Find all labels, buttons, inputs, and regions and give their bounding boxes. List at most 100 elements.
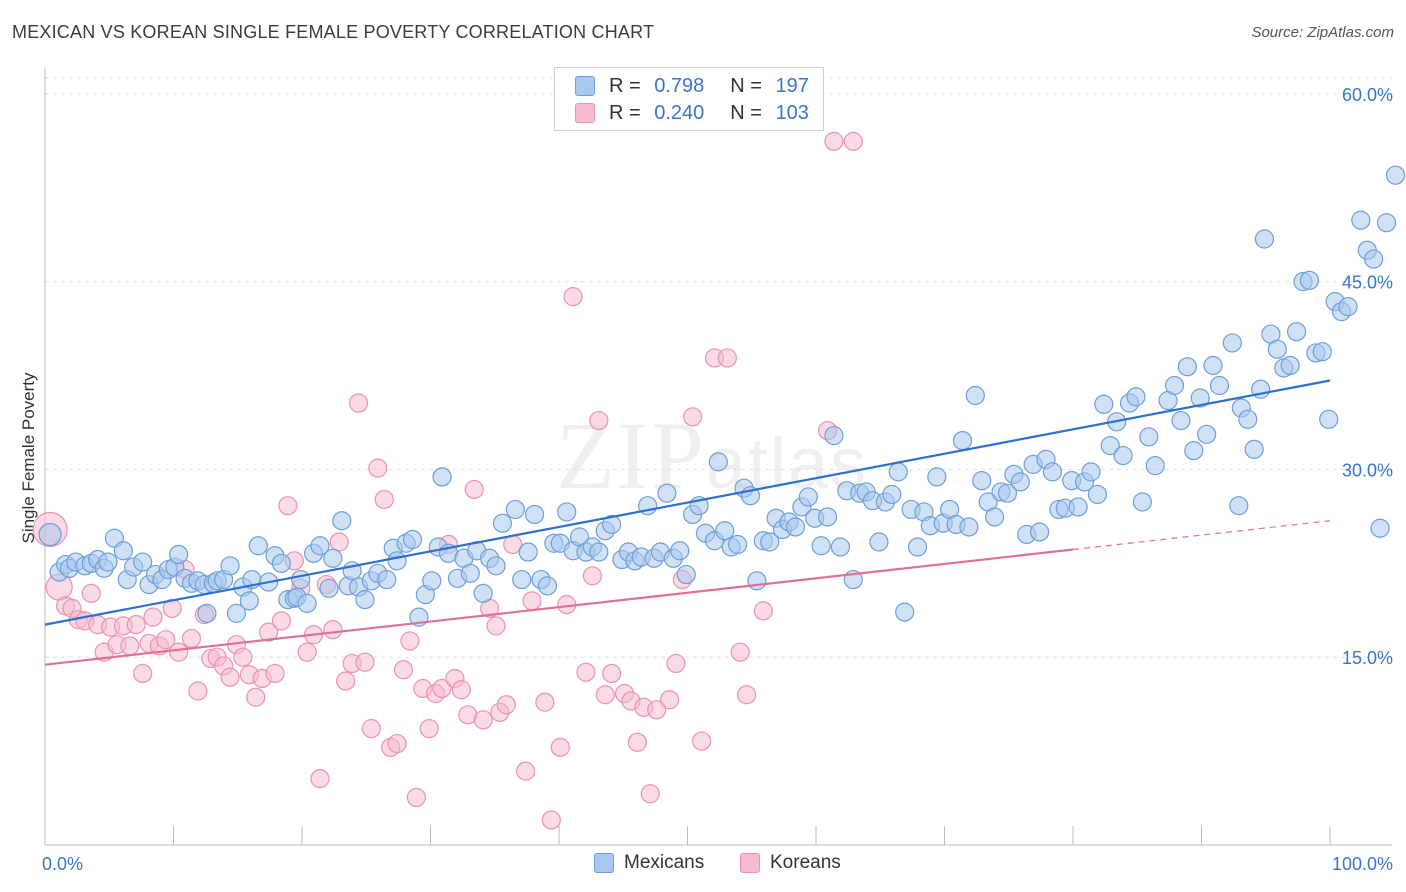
koreans-point (683, 407, 703, 427)
mexicans-point (518, 542, 538, 562)
mexicans-point (1042, 462, 1063, 482)
mexicans-point (1280, 355, 1300, 376)
y-tick-label: 15.0% (1342, 648, 1393, 668)
koreans-trend-line-extension (1072, 520, 1331, 551)
koreans-point (541, 810, 561, 830)
mexicans-point (319, 578, 339, 598)
mexicans-point (869, 532, 889, 552)
mexicans-point (1087, 484, 1108, 505)
series-legend-swatch-koreans (740, 853, 760, 873)
mexicans-point (1197, 424, 1217, 444)
koreans-trend-line (44, 548, 1074, 666)
mexicans-point (524, 504, 545, 525)
y-tick-label: 60.0% (1342, 85, 1393, 105)
series-legend: Mexicans Koreans (0, 852, 1406, 878)
legend-n-label-koreans: N = (730, 101, 768, 124)
legend-swatch-mexicans (575, 76, 595, 96)
mexicans-point (676, 564, 696, 585)
series-legend-label-koreans: Koreans (770, 852, 841, 873)
mexicans-point (492, 513, 513, 533)
koreans-point (355, 652, 375, 672)
mexicans-point (1177, 357, 1197, 377)
mexicans-point (1068, 497, 1088, 517)
koreans-point (310, 769, 330, 789)
mexicans-point (197, 603, 217, 623)
legend-n-value-mexicans: 197 (775, 74, 809, 97)
mexicans-point (1139, 427, 1159, 447)
mexicans-point (133, 552, 153, 572)
koreans-point (589, 410, 609, 431)
koreans-point (278, 496, 298, 516)
mexicans-point (220, 556, 240, 576)
legend-n-value-koreans: 103 (775, 101, 809, 124)
koreans-point (576, 662, 596, 682)
mexicans-point (512, 569, 532, 590)
mexicans-point (1029, 522, 1050, 542)
koreans-point (400, 631, 420, 651)
mexicans-point (323, 548, 343, 568)
mexicans-point (271, 553, 292, 573)
koreans-point (595, 685, 615, 705)
koreans-point (246, 687, 266, 707)
mexicans-point (1238, 409, 1258, 429)
mexicans-point (670, 541, 690, 561)
koreans-point (329, 532, 349, 552)
koreans-point (451, 680, 471, 700)
koreans-point (659, 690, 680, 710)
mexicans-point (1094, 394, 1114, 414)
koreans-point (374, 489, 394, 510)
koreans-point (297, 642, 317, 662)
mexicans-point (460, 563, 480, 583)
mexicans-point (997, 483, 1018, 503)
series-legend-label-mexicans: Mexicans (624, 852, 705, 873)
mexicans-point (310, 536, 330, 556)
mexicans-point (432, 467, 452, 487)
koreans-point (843, 131, 863, 151)
mexicans-point (1385, 165, 1406, 185)
mexicans-point (959, 517, 979, 537)
mexicans-point (332, 511, 352, 531)
mexicans-point (824, 425, 844, 446)
koreans-point (258, 622, 279, 642)
x-tick-label: 100.0% (1332, 854, 1393, 874)
x-tick-label: 0.0% (42, 854, 83, 874)
mexicans-point (708, 452, 728, 472)
koreans-point (143, 607, 163, 627)
koreans-point (133, 663, 153, 684)
mexicans-point (1229, 496, 1249, 516)
koreans-point (486, 616, 506, 636)
mexicans-point (895, 602, 915, 622)
koreans-point (156, 630, 176, 650)
koreans-point (220, 667, 240, 687)
koreans-point (692, 731, 712, 751)
legend-n-label-mexicans: N = (730, 74, 768, 97)
mexicans-point (291, 569, 311, 590)
mexicans-point (985, 507, 1005, 527)
mexicans-point (1132, 492, 1152, 512)
koreans-point (563, 287, 583, 307)
mexicans-point (1203, 355, 1223, 376)
legend-r-label-mexicans: R = (609, 74, 647, 97)
koreans-point (188, 681, 208, 701)
koreans-point (496, 695, 516, 715)
koreans-point (627, 732, 647, 752)
mexicans-point (402, 529, 423, 550)
mexicans-point (422, 571, 442, 591)
mexicans-point (1286, 322, 1307, 342)
mexicans-point (1100, 436, 1120, 456)
mexicans-point (557, 502, 577, 522)
source-credit: Source: ZipAtlas.com (1251, 24, 1394, 41)
mexicans-point (907, 537, 928, 557)
koreans-point (393, 660, 414, 680)
mexicans-point (1370, 518, 1390, 538)
koreans-point (120, 636, 140, 656)
mexicans-point (98, 552, 118, 572)
mexicans-point (747, 571, 767, 591)
mexicans-point (972, 471, 992, 491)
koreans-point (602, 663, 622, 684)
mexicans-point (1171, 410, 1191, 431)
mexicans-point (888, 462, 908, 482)
koreans-point (406, 787, 426, 808)
mexicans-point (1113, 446, 1133, 466)
